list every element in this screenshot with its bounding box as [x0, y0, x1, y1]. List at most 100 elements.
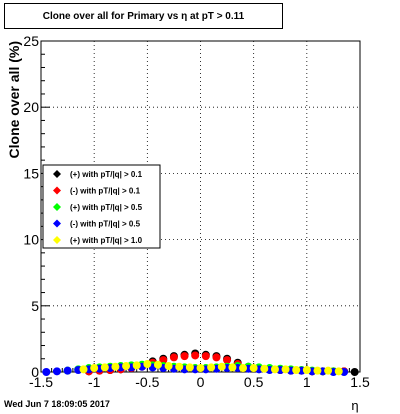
data-point [254, 364, 263, 373]
data-point [90, 364, 99, 373]
x-tick-label: 0.5 [244, 374, 264, 390]
data-point [138, 360, 147, 369]
data-point [169, 353, 178, 362]
y-tick-label: 25 [23, 33, 39, 49]
data-point [106, 366, 115, 375]
data-point [334, 367, 343, 376]
data-point [148, 363, 157, 372]
data-point [308, 366, 317, 375]
data-point [127, 361, 136, 370]
data-point [100, 363, 109, 372]
data-point [84, 365, 93, 374]
data-point [74, 365, 83, 374]
data-point [63, 366, 72, 375]
series-2 [63, 360, 338, 376]
data-point [74, 366, 83, 375]
data-point [116, 365, 125, 374]
data-point [302, 366, 311, 375]
data-point [286, 365, 295, 374]
data-point [138, 362, 147, 371]
data-point [201, 365, 210, 374]
data-point [138, 362, 147, 371]
data-point [223, 362, 232, 371]
data-point [260, 364, 269, 373]
legend-marker [53, 170, 61, 178]
x-tick-label: -1.5 [29, 374, 53, 390]
data-point [265, 365, 274, 374]
data-point [308, 367, 317, 376]
data-point [84, 367, 93, 376]
data-point [286, 366, 295, 375]
x-tick-label: 0 [197, 374, 205, 390]
data-point [212, 364, 221, 373]
data-point [84, 364, 93, 373]
data-point [169, 364, 178, 373]
data-point [138, 361, 147, 370]
data-point [217, 362, 226, 371]
data-point [116, 362, 125, 371]
y-tick-label: 5 [31, 298, 39, 314]
data-point [329, 367, 338, 376]
data-point [223, 356, 232, 365]
legend-label: (+) with pT/|q| > 0.1 [70, 170, 143, 179]
data-point [116, 363, 125, 372]
x-tick-label: 1.5 [350, 374, 370, 390]
data-point [95, 366, 104, 375]
data-point [132, 361, 141, 370]
data-point [329, 367, 338, 376]
data-point [318, 367, 327, 376]
data-point [106, 364, 115, 373]
data-point [308, 367, 317, 376]
data-point [318, 367, 327, 376]
data-point [42, 368, 51, 376]
data-point [324, 366, 333, 375]
data-point [175, 362, 184, 371]
y-tick-label: 0 [31, 364, 39, 380]
data-point [329, 368, 338, 376]
data-point [276, 366, 285, 375]
data-point [286, 366, 295, 375]
legend-marker [53, 203, 61, 211]
data-point [201, 352, 210, 361]
data-point [297, 366, 306, 375]
data-point [127, 364, 136, 373]
data-point [244, 362, 253, 371]
data-point [169, 352, 178, 361]
data-point [148, 358, 157, 367]
data-point [122, 362, 131, 371]
data-point [143, 360, 152, 369]
x-axis-label: η [351, 398, 358, 413]
data-point [159, 354, 168, 363]
data-point [148, 361, 157, 370]
series-3 [42, 362, 349, 376]
data-point [95, 366, 104, 375]
data-point [95, 364, 104, 373]
data-point [233, 358, 242, 367]
data-point [340, 367, 349, 376]
series-1 [84, 351, 349, 376]
data-point [127, 364, 136, 373]
data-point [244, 362, 253, 371]
data-point [281, 365, 290, 374]
data-point [180, 365, 189, 374]
data-point [164, 362, 173, 371]
data-point [276, 364, 285, 373]
data-point [233, 362, 242, 371]
x-tick-label: -0.5 [135, 374, 159, 390]
data-point [111, 362, 120, 371]
data-point [239, 364, 248, 373]
data-point [185, 363, 194, 372]
footer-timestamp: Wed Jun 7 18:09:05 2017 [4, 399, 110, 409]
data-point [212, 353, 221, 362]
y-tick-label: 10 [23, 232, 39, 248]
legend-label: (+) with pT/|q| > 1.0 [70, 236, 143, 245]
legend-marker [53, 219, 61, 228]
data-point [249, 364, 258, 373]
data-point [350, 368, 359, 376]
data-point [254, 365, 263, 374]
data-point [276, 366, 285, 375]
data-point [297, 366, 306, 375]
data-point [308, 367, 317, 376]
legend-marker [53, 186, 61, 195]
data-point [191, 349, 200, 358]
